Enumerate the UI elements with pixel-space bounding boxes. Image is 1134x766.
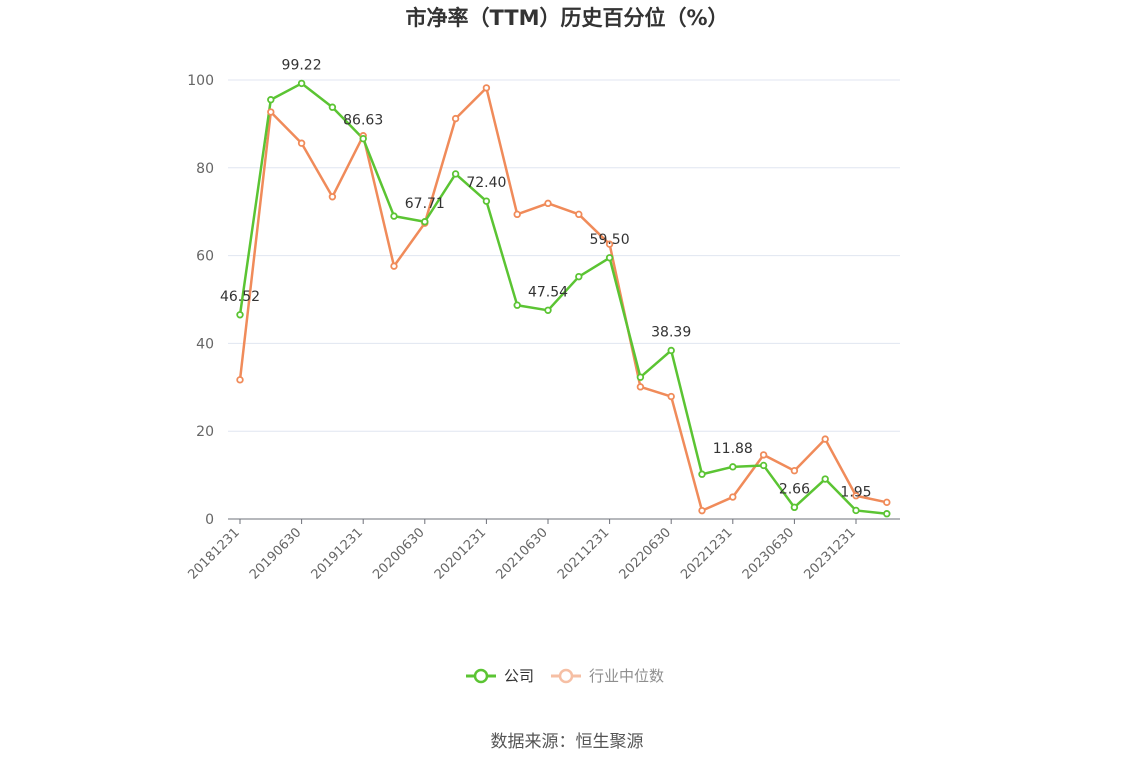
data-point[interactable] <box>790 467 799 475</box>
x-tick-label: 20221231 <box>678 525 735 582</box>
y-tick-label: 40 <box>196 336 214 352</box>
legend[interactable]: 公司 行业中位数 <box>466 667 664 685</box>
x-tick-label: 20210630 <box>493 525 550 582</box>
data-point[interactable] <box>451 170 460 178</box>
data-point[interactable] <box>759 451 768 459</box>
data-point[interactable] <box>575 272 583 281</box>
data-point[interactable] <box>544 199 552 208</box>
data-point[interactable] <box>605 254 614 262</box>
data-label: 2.66 <box>779 481 810 497</box>
data-point[interactable] <box>359 134 367 143</box>
legend-label: 公司 <box>504 667 534 685</box>
data-point[interactable] <box>297 79 306 88</box>
data-point[interactable] <box>575 210 583 219</box>
data-point[interactable] <box>236 376 244 384</box>
x-tick-label: 20220630 <box>617 525 674 582</box>
data-point[interactable] <box>267 96 275 104</box>
data-point[interactable] <box>667 346 675 355</box>
data-point[interactable] <box>883 498 891 507</box>
y-tick-label: 0 <box>205 512 214 528</box>
data-point[interactable] <box>328 193 337 201</box>
data-point[interactable] <box>667 392 675 401</box>
data-label: 67.71 <box>405 196 445 212</box>
y-tick-label: 80 <box>196 161 214 177</box>
data-point[interactable] <box>790 503 799 512</box>
data-point[interactable] <box>267 108 275 116</box>
data-point[interactable] <box>482 84 491 92</box>
legend-marker <box>473 668 489 684</box>
y-tick-label: 100 <box>187 73 214 89</box>
x-tick-label: 20200630 <box>370 525 427 582</box>
series-line-1 <box>238 86 888 512</box>
data-labels: 46.52 99.22 86.63 67.71 72.40 47.54 59.50 38.39… <box>220 57 872 500</box>
legend-marker <box>558 668 574 684</box>
data-label: 86.63 <box>343 113 383 129</box>
data-point[interactable] <box>698 506 706 515</box>
data-label: 46.52 <box>220 289 260 305</box>
y-tick-label: 20 <box>196 424 214 440</box>
grid-lines <box>228 79 900 432</box>
data-point[interactable] <box>451 114 460 123</box>
data-point[interactable] <box>390 212 398 220</box>
x-tick-label: 20190630 <box>247 525 304 582</box>
series-line-0 <box>238 82 887 515</box>
x-tick-label: 20231231 <box>801 525 858 582</box>
legend-item-1[interactable]: 行业中位数 <box>551 667 664 685</box>
data-point[interactable] <box>759 461 768 470</box>
legend-label: 行业中位数 <box>589 667 664 685</box>
data-point[interactable] <box>297 139 306 147</box>
data-label: 38.39 <box>651 324 691 340</box>
data-label: 47.54 <box>528 284 568 300</box>
data-point[interactable] <box>513 210 521 219</box>
data-point[interactable] <box>883 510 891 518</box>
data-label: 11.88 <box>713 441 753 457</box>
data-point[interactable] <box>236 311 244 319</box>
data-point[interactable] <box>421 218 429 226</box>
data-label: 1.95 <box>840 484 871 500</box>
data-point[interactable] <box>852 492 860 500</box>
data-point[interactable] <box>729 493 737 501</box>
x-tick-label: 20181231 <box>185 525 242 582</box>
data-point[interactable] <box>698 470 706 478</box>
chart-title: 市净率（TTM）历史百分位（%） <box>405 6 728 30</box>
data-point[interactable] <box>821 475 829 483</box>
data-label: 59.50 <box>590 232 630 248</box>
data-point[interactable] <box>729 463 737 471</box>
data-point[interactable] <box>544 306 552 314</box>
data-points <box>236 79 891 518</box>
x-tick-label: 20201231 <box>432 525 489 582</box>
data-point[interactable] <box>605 240 614 248</box>
y-tick-label: 60 <box>196 249 214 265</box>
legend-item-0[interactable]: 公司 <box>466 667 534 685</box>
data-label: 99.22 <box>282 57 322 73</box>
data-point[interactable] <box>636 383 645 391</box>
data-point[interactable] <box>821 435 829 443</box>
data-point[interactable] <box>482 197 491 205</box>
series-lines <box>238 82 888 515</box>
data-point[interactable] <box>852 506 860 515</box>
data-label: 72.40 <box>466 175 506 191</box>
data-point[interactable] <box>513 301 521 309</box>
data-point[interactable] <box>390 262 398 270</box>
x-tick-label: 20230630 <box>740 525 797 582</box>
data-point[interactable] <box>636 373 645 381</box>
source-note: 数据来源：恒生聚源 <box>491 732 644 752</box>
x-tick-label: 20211231 <box>555 525 612 582</box>
data-point[interactable] <box>328 103 337 111</box>
x-tick-label: 20191231 <box>309 525 366 582</box>
